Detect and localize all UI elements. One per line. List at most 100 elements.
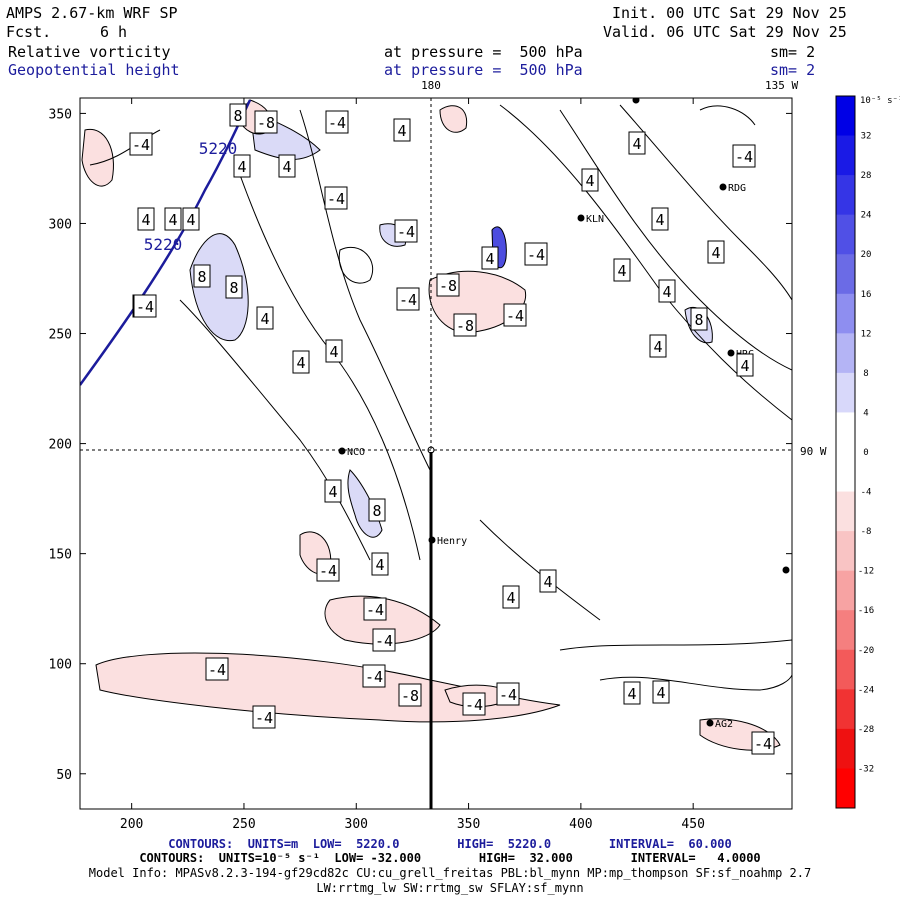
station-dot xyxy=(782,566,790,574)
contour-label-box xyxy=(164,207,182,231)
contour-label-box xyxy=(481,246,499,270)
colorbar-swatch xyxy=(836,768,855,809)
contour-label: 4 xyxy=(653,338,662,356)
contour-label-box xyxy=(623,681,641,705)
model-info: Model Info: MPASv8.2.3-194-gf29cd82c CU:… xyxy=(88,866,812,880)
contour-label: -8 xyxy=(456,317,474,335)
contour-label: -4 xyxy=(208,661,226,679)
contour-label: -4 xyxy=(735,148,753,166)
height-contour-label: 5220 xyxy=(199,139,238,158)
colorbar-tick-label: -24 xyxy=(858,685,874,695)
colorbar-tick-label: -8 xyxy=(861,527,872,537)
station-label: NCO xyxy=(347,447,365,458)
colorbar-swatch xyxy=(836,491,855,532)
contour-label-box xyxy=(462,692,486,716)
colorbar-frame xyxy=(835,95,856,809)
contour-label-box xyxy=(736,353,754,377)
vort-contour-line xyxy=(559,639,792,651)
vort-contour-line xyxy=(699,105,756,126)
colorbar-swatch xyxy=(836,570,855,611)
field2-level: at pressure = 500 hPa xyxy=(384,61,583,79)
x-tick-label: 250 xyxy=(232,817,255,832)
y-tick-label: 350 xyxy=(49,107,72,122)
colorbar-tick-label: 32 xyxy=(861,132,872,142)
contour-label-box xyxy=(394,219,418,243)
contour-label: -4 xyxy=(136,298,154,316)
station-dot xyxy=(727,349,735,357)
contour-label: 4 xyxy=(186,211,195,229)
contour-label-box xyxy=(396,287,420,311)
contour-label-box xyxy=(393,118,411,142)
contour-label-box xyxy=(503,303,527,327)
x-tick-label: 300 xyxy=(345,817,368,832)
contour-label: 4 xyxy=(711,244,720,262)
lon-label-135w: 135 W xyxy=(765,79,798,92)
colorbar-swatch xyxy=(836,452,855,493)
contour-label: 4 xyxy=(375,556,384,574)
colorbar-swatch xyxy=(836,175,855,216)
field1-level: at pressure = 500 hPa xyxy=(384,43,583,61)
contour-label: 8 xyxy=(197,268,206,286)
lon-label-180: 180 xyxy=(421,79,441,92)
init-time: Init. 00 UTC Sat 29 Nov 25 xyxy=(612,4,847,22)
vort-contour-line xyxy=(599,674,792,691)
contour-label: 4 xyxy=(627,685,636,703)
contour-label-box xyxy=(751,731,775,755)
contour-label: 4 xyxy=(168,211,177,229)
colorbar-tick-label: 0 xyxy=(863,448,868,458)
y-tick-label: 100 xyxy=(49,658,72,673)
x-tick-label: 400 xyxy=(569,817,592,832)
contour-label-box xyxy=(652,680,670,704)
contour-label: -4 xyxy=(754,735,772,753)
contour-label: -4 xyxy=(399,291,417,309)
colorbar-tick-label: -4 xyxy=(861,488,872,498)
y-tick-label: 200 xyxy=(49,438,72,453)
contour-label: 8 xyxy=(372,502,381,520)
contour-label-box xyxy=(316,558,340,582)
contour-label-box xyxy=(690,307,708,331)
contour-label: 8 xyxy=(233,107,242,125)
contour-label: -4 xyxy=(527,246,545,264)
contours-vorticity-info: CONTOURS: UNITS=10⁻⁵ s⁻¹ LOW= -32.000 HI… xyxy=(139,851,761,865)
model-title: AMPS 2.67-km WRF SP xyxy=(6,4,178,22)
contour-label: -4 xyxy=(327,190,345,208)
vort-contour-line xyxy=(179,299,371,561)
contour-label: 4 xyxy=(237,158,246,176)
contour-label: -8 xyxy=(439,277,457,295)
colorbar-swatch xyxy=(836,293,855,334)
pole-marker xyxy=(427,446,435,454)
contour-label-box xyxy=(229,103,247,127)
contour-label: -4 xyxy=(506,307,524,325)
contour-label-box xyxy=(292,350,310,374)
forecast-label: Fcst. xyxy=(6,23,52,41)
contour-label-box xyxy=(182,207,200,231)
model-info-physics: LW:rrtmg_lw SW:rrtmg_sw SFLAY:sf_mynn xyxy=(316,881,584,895)
contour-label-box xyxy=(732,144,756,168)
contour-label: 4 xyxy=(282,158,291,176)
contour-label-box xyxy=(372,628,396,652)
contour-label: 4 xyxy=(655,211,664,229)
contour-label-box xyxy=(324,479,342,503)
forecast-hour: 6 h xyxy=(100,23,128,41)
colorbar-swatch xyxy=(836,531,855,572)
contour-label: 4 xyxy=(656,684,665,702)
contour-label-box xyxy=(129,132,153,156)
contour-label-box xyxy=(137,207,155,231)
contour-label: -8 xyxy=(401,687,419,705)
contour-label: 4 xyxy=(662,283,671,301)
vort-contour-line xyxy=(559,109,792,371)
contour-label-box xyxy=(256,306,274,330)
contour-label: 4 xyxy=(632,135,641,153)
y-tick-label: 250 xyxy=(49,328,72,343)
contour-label: -4 xyxy=(397,223,415,241)
colorbar-tick-label: 4 xyxy=(863,408,868,418)
colorbar-unit: 10⁻⁵ s⁻¹ xyxy=(860,96,900,106)
colorbar-tick-label: 8 xyxy=(863,369,868,379)
field2-name: Geopotential height xyxy=(8,61,180,79)
vort-contour-line xyxy=(338,246,374,284)
contour-label-box xyxy=(205,657,229,681)
contour-label-box xyxy=(193,264,211,288)
station-label: AG2 xyxy=(715,719,733,730)
station-dot xyxy=(428,536,436,544)
contour-label-box xyxy=(325,110,349,134)
